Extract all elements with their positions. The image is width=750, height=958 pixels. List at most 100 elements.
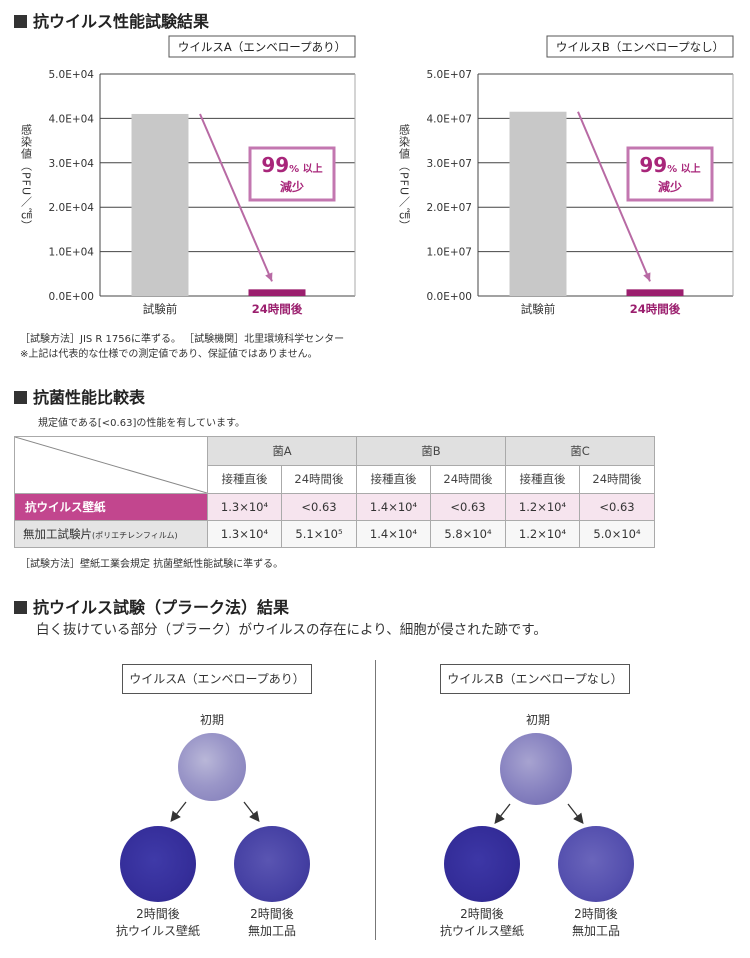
- table-cell: 1.3×10⁴: [207, 520, 282, 548]
- y-tick-label: 1.0E+04: [49, 247, 95, 259]
- diagonal-line: [15, 437, 207, 493]
- table-cell: <0.63: [281, 493, 357, 521]
- caption-line: 抗ウイルス壁紙: [439, 924, 524, 938]
- bar: [131, 113, 189, 297]
- test-method-note: ［試験方法］JIS R 1756に準ずる。 ［試験機関］北里環境科学センター: [20, 334, 345, 345]
- caption-line: 2時間後: [250, 907, 294, 921]
- dish-a-initial: [178, 733, 246, 801]
- callout-percent: % 以上: [667, 162, 701, 175]
- subheader: 24時間後: [579, 464, 655, 494]
- y-tick-label: 4.0E+07: [427, 113, 473, 125]
- panel-a-initial-label: 初期: [199, 713, 224, 727]
- callout-box: [626, 146, 714, 202]
- callout-number: 99: [261, 153, 289, 177]
- caption-line: 2時間後: [460, 907, 504, 921]
- row-label-antiviral-wallpaper: 抗ウイルス壁紙: [14, 493, 208, 521]
- antibacterial-test-note: ［試験方法］壁紙工業会規定 抗菌壁紙性能試験に準ずる。: [20, 559, 284, 570]
- row-label-small: (ポリエチレンフィルム): [92, 531, 178, 540]
- callout-line1: 99% 以上: [261, 153, 322, 177]
- section-title-plaque: 抗ウイルス試験（プラーク法）結果: [14, 594, 289, 618]
- panel-divider: [375, 660, 376, 940]
- square-bullet-icon: [14, 601, 27, 614]
- table-cell: 5.1×10⁵: [281, 520, 357, 548]
- decrease-arrow-head: [643, 272, 651, 282]
- caption-line: 無加工品: [247, 924, 296, 938]
- caption-line: 2時間後: [574, 907, 618, 921]
- panel-a-label: ウイルスA（エンベロープあり）: [122, 664, 312, 694]
- caption-line: 無加工品: [571, 924, 620, 938]
- y-tick-label: 2.0E+07: [427, 202, 473, 214]
- header-bacteria-a: 菌A: [207, 436, 357, 466]
- section-title-text: 抗ウイルス試験（プラーク法）結果: [33, 598, 290, 617]
- section-title-text: 抗ウイルス性能試験結果: [33, 12, 210, 31]
- decrease-arrow-line: [577, 111, 651, 282]
- arrow-b-right: [567, 803, 584, 825]
- x-tick-label: 試験前: [521, 302, 556, 316]
- table-cell: 1.4×10⁴: [356, 493, 431, 521]
- callout-line2: 減少: [280, 179, 304, 194]
- callout-box: [248, 146, 336, 202]
- subheader: 接種直後: [505, 464, 580, 494]
- caption-line: 2時間後: [136, 907, 180, 921]
- table-corner-cell: [14, 436, 208, 494]
- subheader: 接種直後: [207, 464, 282, 494]
- panel-a-left-caption: 2時間後 抗ウイルス壁紙: [108, 906, 208, 940]
- panel-b-label: ウイルスB（エンベロープなし）: [440, 664, 630, 694]
- x-tick-label: 24時間後: [630, 302, 681, 316]
- section-title-antiviral: 抗ウイルス性能試験結果: [14, 8, 209, 32]
- y-tick-label: 3.0E+07: [427, 158, 473, 170]
- callout-line1: 99% 以上: [639, 153, 700, 177]
- table-cell: 1.4×10⁴: [356, 520, 431, 548]
- dish-a-wallpaper: [120, 826, 196, 902]
- header-bacteria-c: 菌C: [505, 436, 655, 466]
- table-row: 抗ウイルス壁紙 1.3×10⁴ <0.63 1.4×10⁴ <0.63 1.2×…: [14, 493, 655, 521]
- disclaimer-note: ※上記は代表的な仕様での測定値であり、保証値ではありません。: [20, 349, 318, 360]
- table-cell: 1.2×10⁴: [505, 493, 580, 521]
- chart-label-box: [168, 35, 356, 58]
- header-bacteria-b: 菌B: [356, 436, 506, 466]
- table-cell: 1.3×10⁴: [207, 493, 282, 521]
- chart-virus-b: ウイルスB（エンベロープなし） 5.0E+07 4.0E+07 3.0E+07 2.0E…: [398, 35, 734, 316]
- dish-b-initial: [500, 733, 572, 805]
- section-title-antibacterial: 抗菌性能比較表: [14, 384, 145, 408]
- bar: [626, 289, 684, 296]
- table-row: 無加工試験片(ポリエチレンフィルム) 1.3×10⁴ 5.1×10⁵ 1.4×1…: [14, 520, 655, 548]
- plaque-subtitle: 白く抜けている部分（プラーク）がウイルスの存在により、細胞が侵された跡です。: [36, 622, 547, 638]
- subheader: 接種直後: [356, 464, 431, 494]
- bar: [248, 289, 306, 296]
- y-tick-label: 4.0E+04: [49, 113, 95, 125]
- caption-line: 抗ウイルス壁紙: [115, 924, 200, 938]
- y-tick-label: 5.0E+04: [49, 69, 95, 81]
- arrow-a-left: [170, 801, 187, 823]
- decrease-arrow-line: [199, 113, 273, 282]
- chart-label: ウイルスA（エンベロープあり）: [178, 40, 346, 54]
- subheader: 24時間後: [281, 464, 357, 494]
- dish-b-untreated: [558, 826, 634, 902]
- subheader: 24時間後: [430, 464, 506, 494]
- callout-percent: % 以上: [289, 162, 323, 175]
- decrease-arrow-head: [265, 272, 273, 282]
- table-cell: 5.0×10⁴: [579, 520, 655, 548]
- y-tick-label: 0.0E+00: [49, 291, 95, 303]
- x-tick-label: 24時間後: [252, 302, 303, 316]
- dish-b-wallpaper: [444, 826, 520, 902]
- y-tick-label: 1.0E+07: [427, 247, 473, 259]
- row-label-untreated-sample: 無加工試験片(ポリエチレンフィルム): [14, 520, 208, 548]
- y-tick-label: 3.0E+04: [49, 158, 95, 170]
- callout-number: 99: [639, 153, 667, 177]
- row-label-text: 無加工試験片: [23, 527, 92, 541]
- y-tick-label: 2.0E+04: [49, 202, 95, 214]
- bar: [509, 111, 567, 297]
- callout-line2: 減少: [658, 179, 682, 194]
- section-title-text: 抗菌性能比較表: [33, 388, 146, 407]
- panel-b-left-caption: 2時間後 抗ウイルス壁紙: [432, 906, 532, 940]
- chart-label-box: [546, 35, 734, 58]
- y-tick-label: 0.0E+00: [427, 291, 473, 303]
- y-axis-label: 感染値（PFU／㎠）: [20, 124, 33, 232]
- arrow-b-left: [494, 803, 511, 825]
- table-cell: <0.63: [579, 493, 655, 521]
- panel-a-right-caption: 2時間後 無加工品: [222, 906, 322, 940]
- x-tick-label: 試験前: [143, 302, 178, 316]
- antibacterial-subtitle: 規定値である[<0.63]の性能を有しています。: [38, 418, 246, 429]
- table-cell: 1.2×10⁴: [505, 520, 580, 548]
